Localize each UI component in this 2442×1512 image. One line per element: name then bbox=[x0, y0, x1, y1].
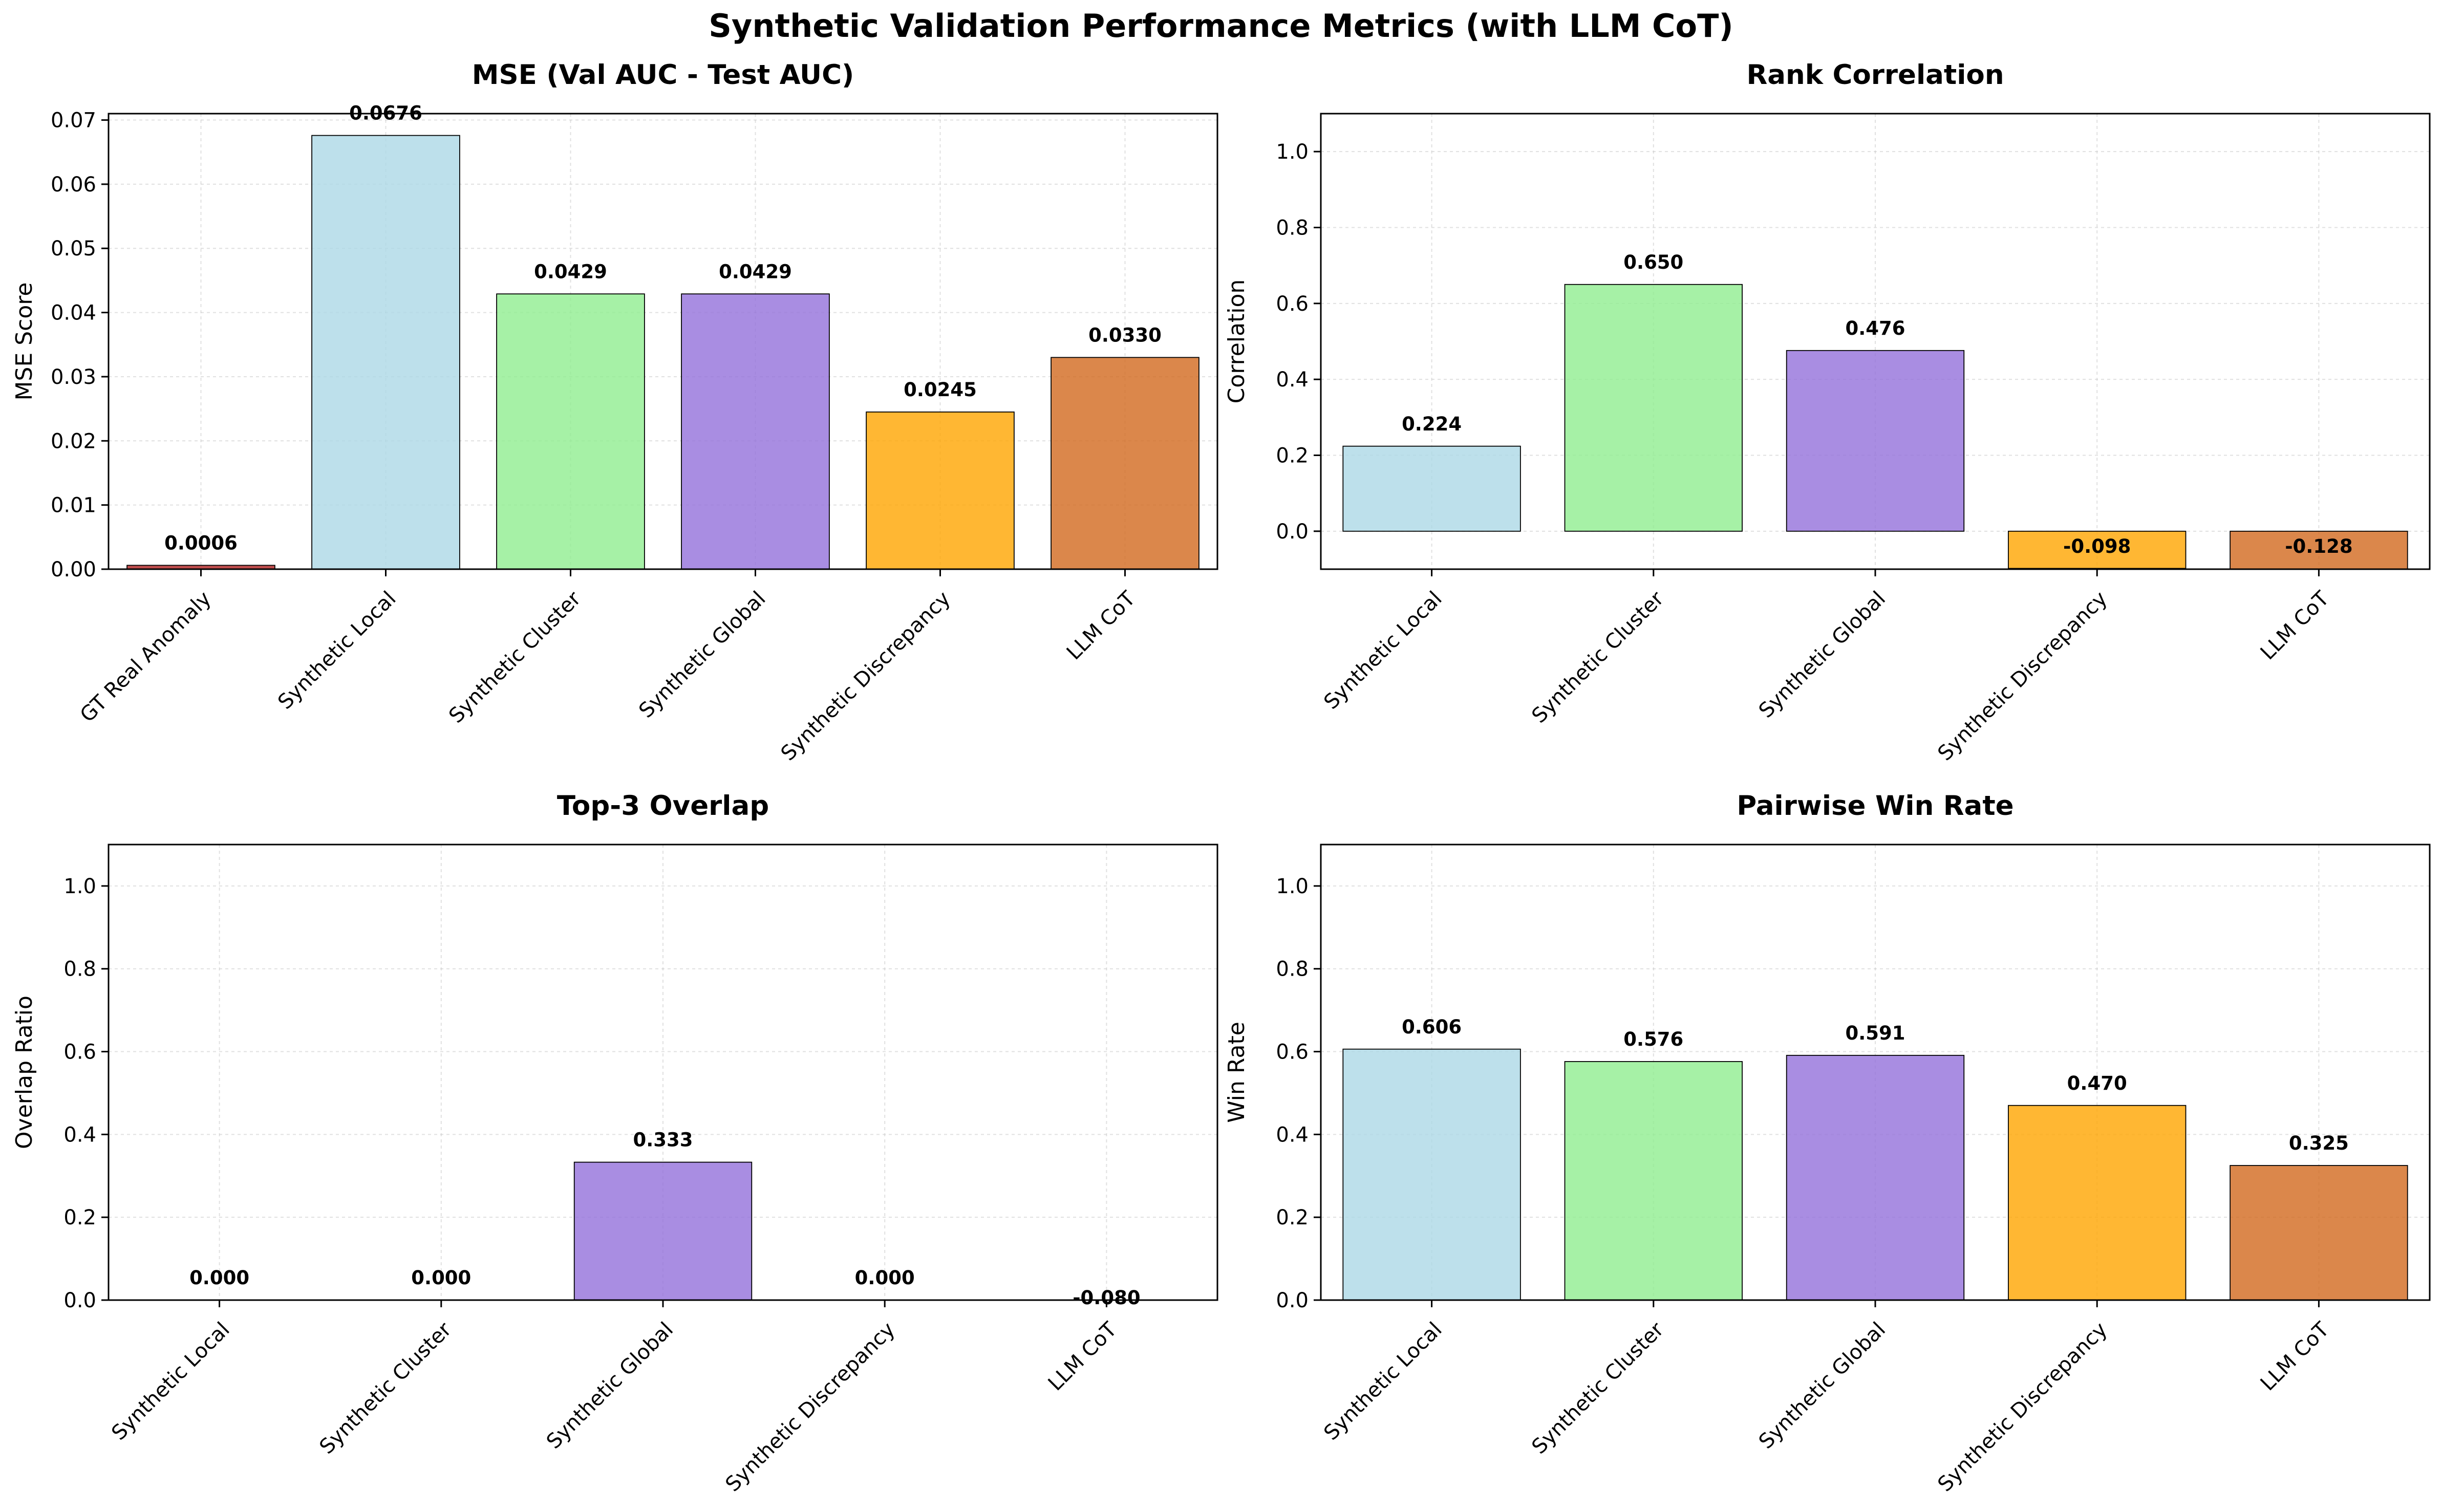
value-label-3: 0.470 bbox=[2067, 1072, 2127, 1094]
value-label-0: 0.224 bbox=[1402, 413, 1462, 435]
value-label-4: -0.128 bbox=[2285, 535, 2352, 557]
bar-2 bbox=[1786, 350, 1965, 532]
value-label-4: 0.325 bbox=[2289, 1132, 2349, 1154]
figure-title: Synthetic Validation Performance Metrics… bbox=[709, 7, 1733, 45]
bar-5 bbox=[1051, 357, 1199, 570]
value-label-2: 0.0429 bbox=[534, 261, 607, 283]
value-label-3: 0.0429 bbox=[719, 261, 792, 283]
value-label-3: 0.000 bbox=[855, 1267, 915, 1289]
value-label-2: 0.591 bbox=[1845, 1022, 1905, 1044]
y-tick-label-2: 0.4 bbox=[63, 1123, 96, 1147]
value-label-1: 0.576 bbox=[1623, 1028, 1683, 1050]
y-tick-label-0: 0.0 bbox=[1276, 520, 1309, 544]
value-label-2: 0.333 bbox=[633, 1129, 693, 1151]
bar-3 bbox=[2008, 1105, 2187, 1301]
bar-4 bbox=[2230, 1165, 2408, 1301]
axes-frame bbox=[108, 113, 1218, 570]
y-tick-label-1: 0.2 bbox=[1276, 1206, 1309, 1229]
panel-rank-correlation: 0.224 0.650 0.476 -0.098 -0.128 0.0 0.2 0.4 0.6 0… bbox=[1224, 59, 2431, 765]
panel-title: MSE (Val AUC - Test AUC) bbox=[472, 59, 854, 91]
value-label-4: 0.0245 bbox=[904, 379, 977, 401]
value-label-1: 0.650 bbox=[1623, 251, 1683, 273]
panel-top3-overlap: 0.000 0.0000.3330.000-0.0800.00.20.40.60.… bbox=[11, 790, 1218, 1496]
y-tick-label-5: 0.05 bbox=[51, 237, 96, 261]
y-tick-label-3: 0.6 bbox=[1276, 292, 1309, 316]
value-label-5: 0.0330 bbox=[1088, 324, 1162, 346]
value-label-2: 0.476 bbox=[1845, 317, 1905, 339]
y-tick-label-4: 0.04 bbox=[51, 301, 96, 325]
bar-1 bbox=[1564, 1061, 1743, 1301]
y-tick-label-5: 1.0 bbox=[63, 875, 96, 898]
value-label-0: 0.606 bbox=[1402, 1016, 1462, 1038]
bar-1 bbox=[311, 135, 460, 570]
value-label-3: -0.098 bbox=[2063, 535, 2131, 557]
y-tick-label-0: 0.0 bbox=[63, 1289, 96, 1312]
y-tick-label-6: 0.06 bbox=[51, 173, 96, 197]
bar-1 bbox=[1564, 284, 1743, 532]
y-tick-label-1: 0.2 bbox=[1276, 444, 1309, 468]
bar-0 bbox=[1342, 1048, 1521, 1301]
bar-3 bbox=[681, 293, 830, 570]
bar-4 bbox=[2230, 530, 2408, 570]
y-tick-label-5: 1.0 bbox=[1276, 140, 1309, 164]
y-tick-label-3: 0.6 bbox=[63, 1041, 96, 1064]
y-tick-label-1: 0.01 bbox=[51, 494, 96, 517]
value-label-0: 0.000 bbox=[189, 1267, 249, 1289]
y-axis-label: Win Rate bbox=[1224, 1022, 1250, 1123]
y-axis-label: Overlap Ratio bbox=[11, 996, 37, 1149]
bar-2 bbox=[496, 293, 645, 570]
bar-2 bbox=[1786, 1054, 1965, 1301]
y-tick-label-2: 0.4 bbox=[1276, 1123, 1309, 1147]
panel-title: Top-3 Overlap bbox=[557, 790, 769, 822]
y-tick-label-2: 0.4 bbox=[1276, 368, 1309, 392]
panel-title: Pairwise Win Rate bbox=[1737, 790, 2013, 822]
y-tick-label-3: 0.03 bbox=[51, 365, 96, 389]
bar-2 bbox=[573, 1161, 753, 1301]
y-tick-label-0: 0.00 bbox=[51, 558, 96, 581]
bar-4 bbox=[866, 411, 1015, 570]
y-tick-label-4: 0.8 bbox=[1276, 958, 1309, 981]
y-axis-label: Correlation bbox=[1224, 279, 1250, 404]
y-tick-label-4: 0.8 bbox=[63, 958, 96, 981]
y-tick-label-7: 0.07 bbox=[51, 109, 96, 133]
y-axis-label: MSE Score bbox=[11, 283, 37, 401]
y-tick-label-0: 0.0 bbox=[1276, 1289, 1309, 1312]
value-label-0: 0.0006 bbox=[164, 532, 238, 554]
y-tick-label-3: 0.6 bbox=[1276, 1041, 1309, 1064]
bar-0 bbox=[1342, 445, 1521, 532]
value-label-1: 0.000 bbox=[411, 1267, 471, 1289]
y-tick-label-5: 1.0 bbox=[1276, 875, 1309, 898]
y-tick-label-2: 0.02 bbox=[51, 429, 96, 453]
y-tick-label-4: 0.8 bbox=[1276, 217, 1309, 240]
panel-title: Rank Correlation bbox=[1746, 59, 2004, 91]
y-tick-label-1: 0.2 bbox=[63, 1206, 96, 1229]
